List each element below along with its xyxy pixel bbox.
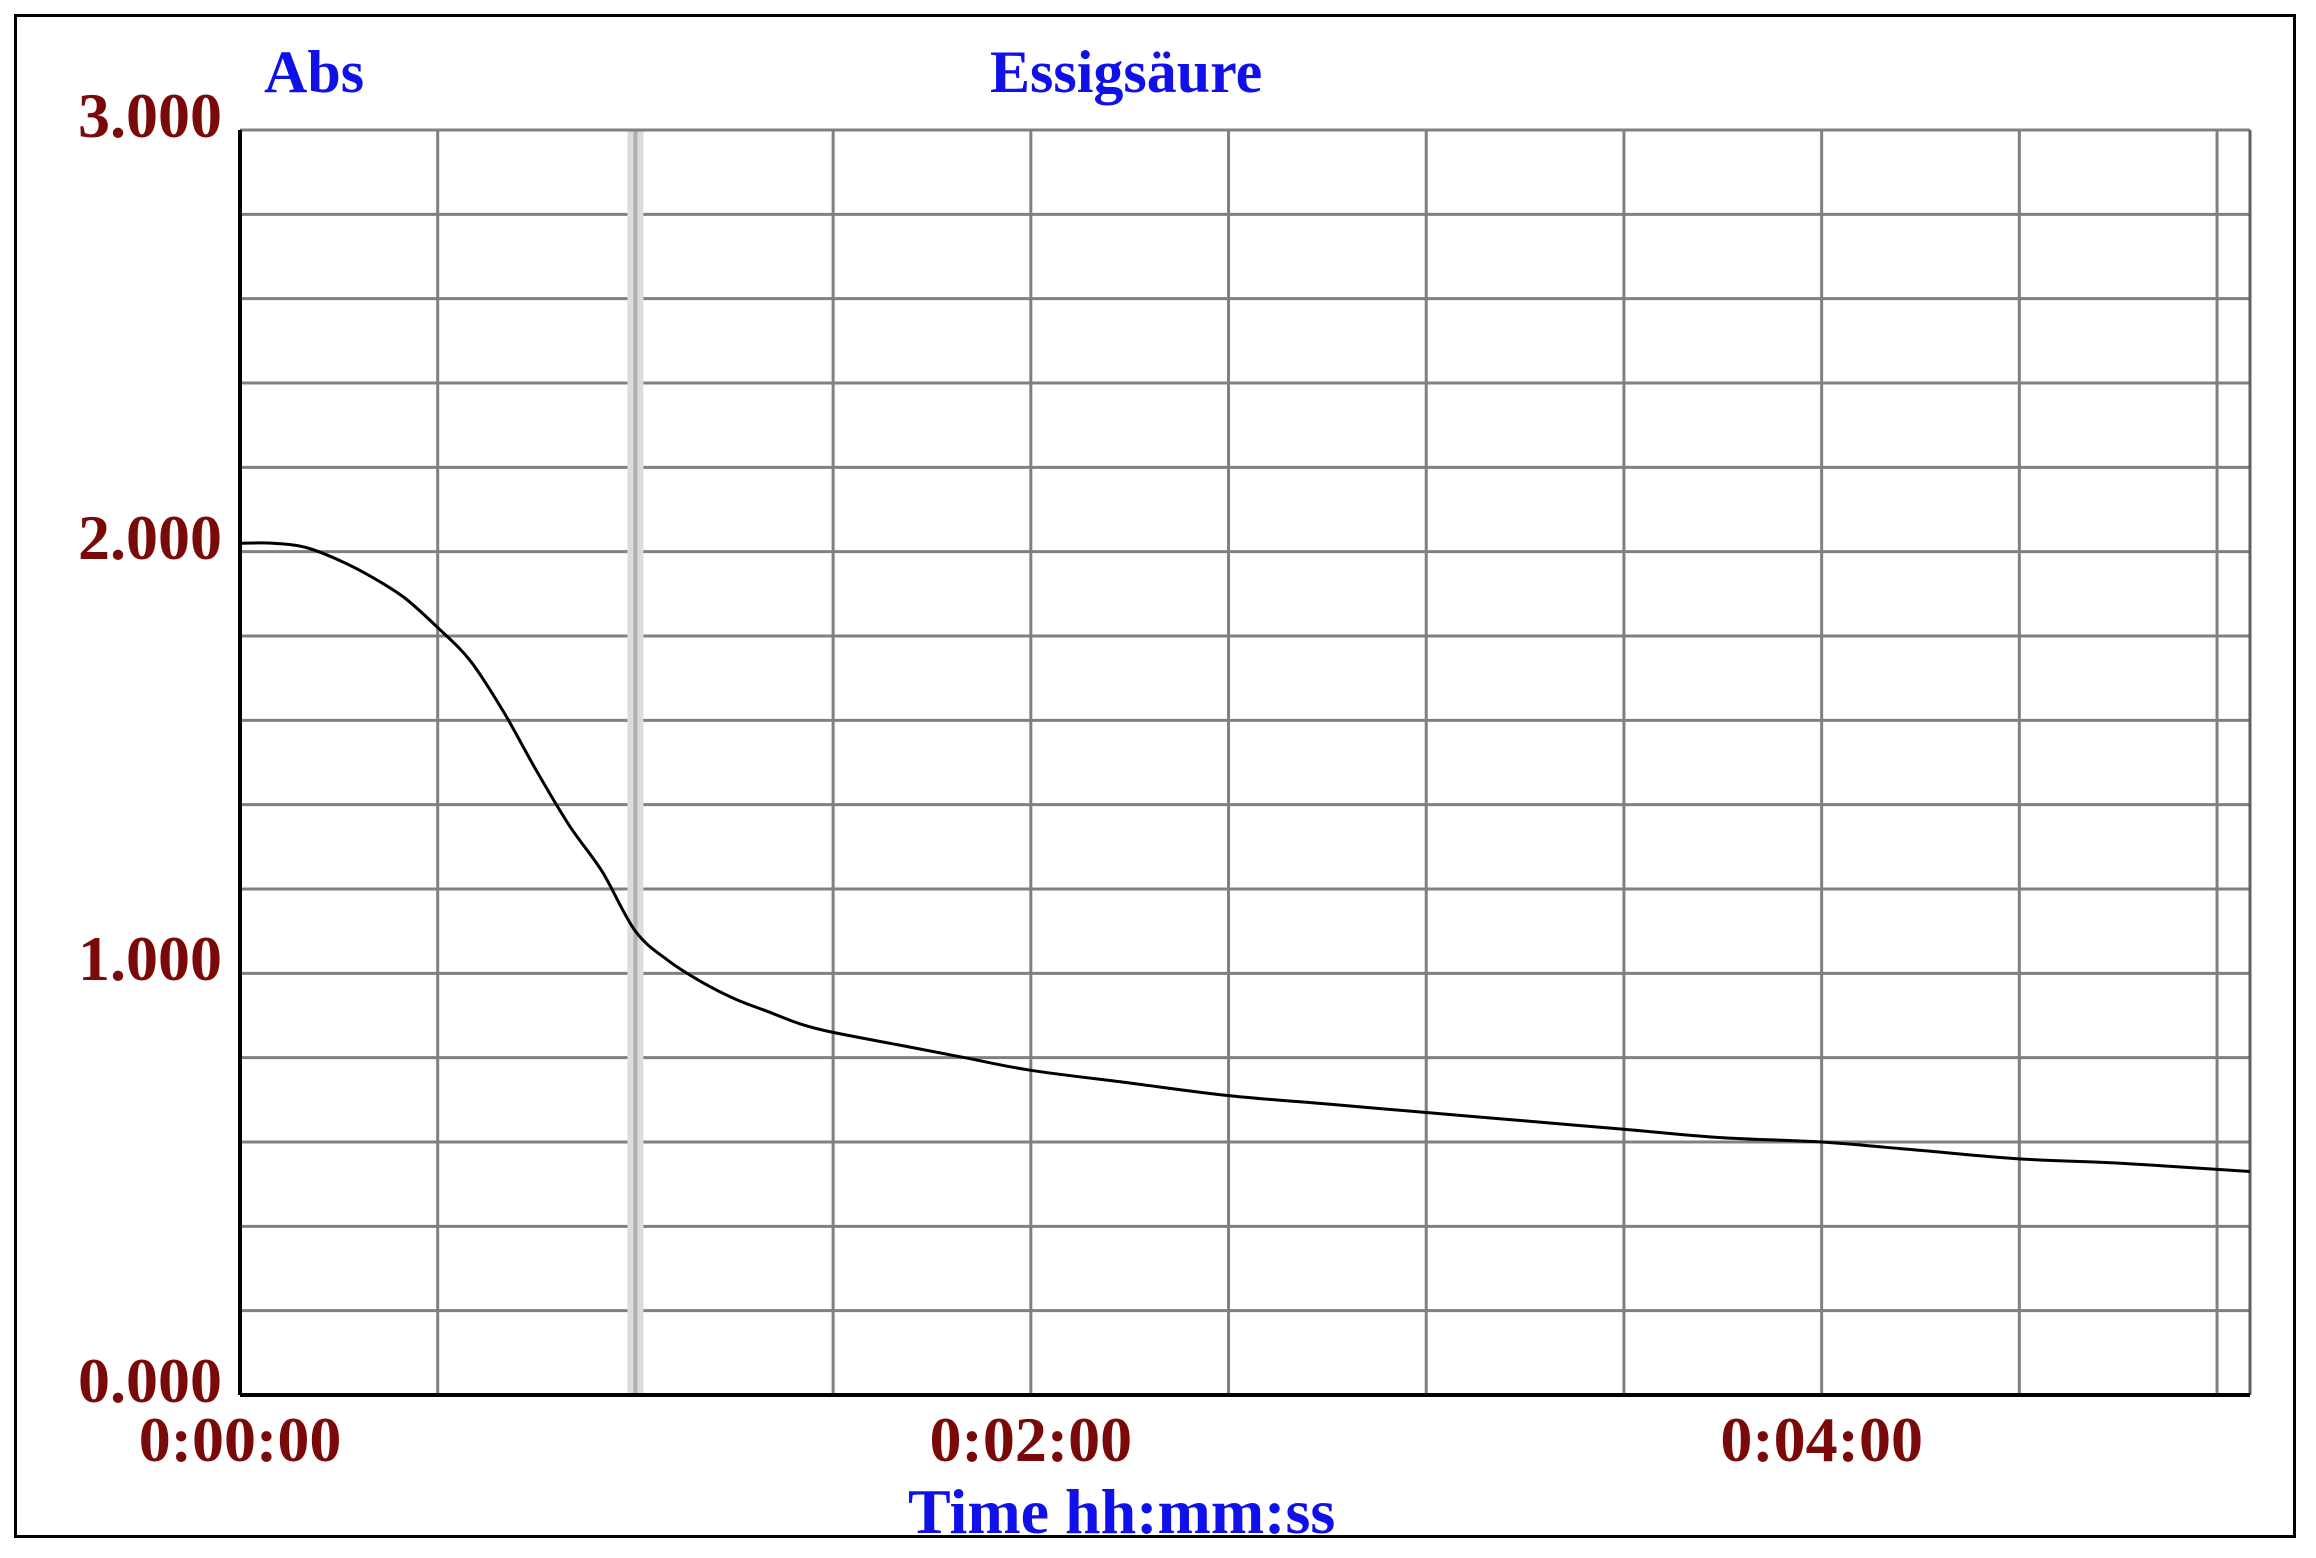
y-tick-label: 1.000	[78, 923, 222, 995]
series-line	[239, 541, 2251, 1173]
x-tick-label: 0:02:00	[929, 1404, 1133, 1475]
x-axis-label: Time hh:mm:ss	[908, 1476, 1336, 1547]
y-tick-label: 2.000	[78, 501, 222, 573]
chart-title: Essigsäure	[990, 39, 1263, 105]
x-tick-label: 0:04:00	[1720, 1404, 1923, 1475]
y-axis-label: Abs	[264, 39, 365, 105]
y-tick-label: 0.000	[78, 1345, 222, 1416]
chart-frame	[14, 14, 2296, 1538]
y-tick-label: 3.000	[78, 80, 222, 151]
x-tick-label: 0:00:00	[138, 1404, 342, 1475]
